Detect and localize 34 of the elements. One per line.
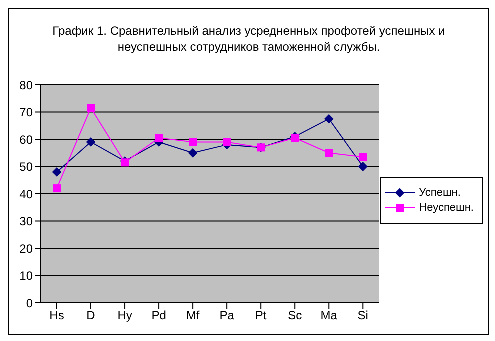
point xyxy=(325,149,334,158)
point xyxy=(359,153,368,162)
point xyxy=(188,148,198,158)
point xyxy=(86,138,96,147)
x-tick-label: Hs xyxy=(50,308,64,323)
x-tick-label: Pd xyxy=(152,308,166,323)
x-tick-label: Mf xyxy=(186,308,200,323)
point xyxy=(358,162,368,172)
chart-title: График 1. Сравнительный анализ усредненных профотей успешных и неуспешных сотрудников таможенной службы. xyxy=(52,23,446,55)
y-tick-label: 70 xyxy=(20,106,34,120)
y-tick-label: 10 xyxy=(20,269,34,284)
y-tick-label: 40 xyxy=(20,187,34,202)
point xyxy=(189,138,198,146)
x-tick-label: Ma xyxy=(320,308,338,323)
x-tick-label: Sc xyxy=(288,308,302,323)
x-tick-label: Si xyxy=(358,308,368,323)
point xyxy=(155,134,164,142)
y-tick-label: 20 xyxy=(20,242,34,256)
point xyxy=(87,104,96,112)
y-tick-label: 0 xyxy=(26,296,34,310)
y-tick-label: 30 xyxy=(20,214,34,229)
point xyxy=(52,168,62,177)
x-tick-label: Hy xyxy=(118,308,132,323)
point xyxy=(53,184,61,193)
point xyxy=(324,114,334,124)
x-tick-label: Pa xyxy=(220,308,235,323)
y-tick-label: 60 xyxy=(20,132,34,147)
y-tick-label: 50 xyxy=(20,160,34,174)
legend-label: Успешн. xyxy=(419,186,461,198)
point xyxy=(223,138,232,146)
x-tick-label: Pt xyxy=(255,308,268,323)
x-tick-label: D xyxy=(86,308,96,323)
legend-label: Неуспешн. xyxy=(419,202,474,214)
y-tick-label: 80 xyxy=(20,78,34,92)
